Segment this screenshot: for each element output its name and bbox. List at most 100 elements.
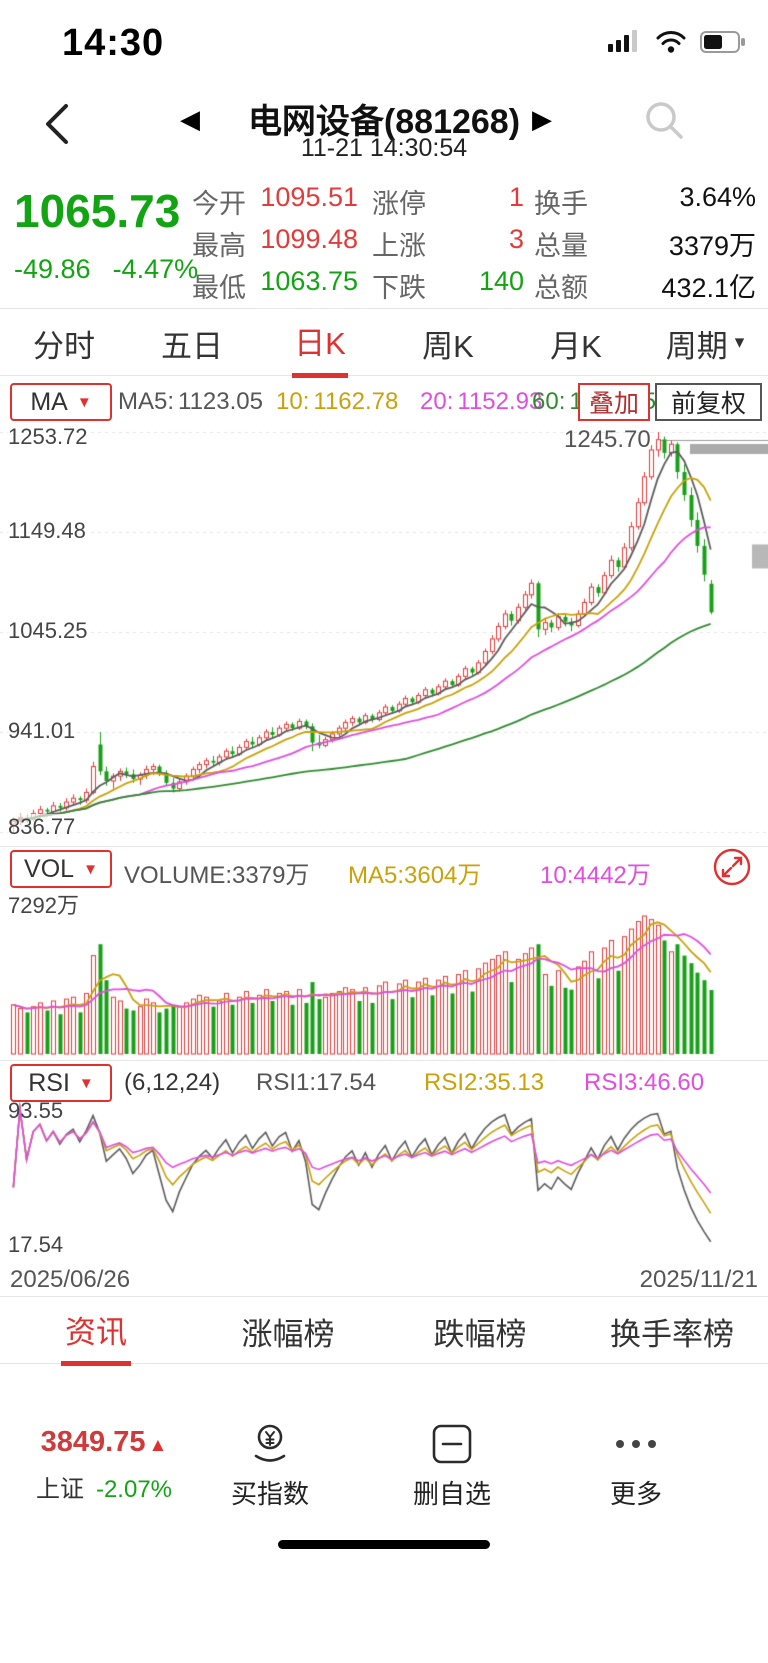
- rsi-chart-canvas[interactable]: [0, 1096, 768, 1262]
- low-value: 1063.75: [260, 266, 358, 296]
- tab-monthly-k[interactable]: 月K: [550, 328, 602, 364]
- index-name: 上证: [35, 1476, 84, 1503]
- total-amount-label: 总额: [534, 273, 588, 303]
- rsi2-readout: RSI2:35.13: [424, 1069, 545, 1096]
- signal-icon: [608, 30, 642, 59]
- remove-watchlist-button[interactable]: 删自选: [372, 1418, 532, 1511]
- dropdown-triangle-icon: ▼: [78, 1074, 94, 1092]
- search-icon[interactable]: [642, 98, 686, 142]
- header: ◀ 电网设备(881268) 11-21 14:30:54 ▶: [0, 90, 768, 168]
- ma-indicator-row: MA ▼ MA5: 1123.05 10: 1162.78 20: 1152.93 60…: [0, 380, 768, 422]
- volume-indicator-row: VOL ▼ VOLUME:3379万 MA5:3604万 10:4442万: [0, 846, 768, 889]
- status-time: 14:30: [62, 22, 165, 64]
- tab-daily-k[interactable]: 日K: [256, 309, 384, 378]
- period-tab-bar: 分时 五日 日K 周K 月K 周期 ▾: [0, 309, 768, 378]
- tab-news[interactable]: 资讯: [0, 1297, 192, 1366]
- total-volume-label: 总量: [534, 231, 588, 261]
- status-bar: 14:30: [0, 0, 768, 90]
- up-triangle-icon: ▲: [148, 1435, 168, 1456]
- price-axis-label: 836.77: [8, 814, 76, 840]
- limit-up-label: 涨停: [372, 189, 426, 219]
- total-volume-value: 3379万: [668, 231, 756, 261]
- rsi-chart: 93.55 17.54: [0, 1096, 768, 1262]
- more-label: 更多: [609, 1479, 662, 1509]
- ma-selector-dropdown[interactable]: MA ▼: [10, 383, 112, 421]
- expand-chart-icon[interactable]: [712, 847, 752, 887]
- buy-index-label: 买指数: [230, 1479, 309, 1509]
- prior-high-annotation: 1245.70: [564, 426, 651, 453]
- wifi-icon: [655, 30, 687, 59]
- current-price: 1065.73: [14, 185, 181, 237]
- falling-count: 140: [478, 266, 524, 296]
- next-stock-icon[interactable]: ▶: [532, 104, 552, 134]
- turnover-value: 3.64%: [679, 182, 756, 212]
- limit-up-count: 1: [508, 182, 524, 212]
- coin-hand-icon: [190, 1418, 350, 1470]
- price-axis-label: 1149.48: [8, 518, 86, 544]
- rsi-selector-dropdown[interactable]: RSI ▼: [10, 1064, 112, 1102]
- more-button[interactable]: 更多: [556, 1418, 716, 1511]
- vol-selector-dropdown[interactable]: VOL ▼: [10, 850, 112, 888]
- price-change: -49.86 -4.47%: [14, 254, 198, 285]
- volume-chart: 7292万: [0, 886, 768, 1060]
- price-axis-label: 941.01: [8, 718, 76, 744]
- buy-index-button[interactable]: 买指数: [190, 1418, 350, 1511]
- open-label: 今开: [192, 189, 246, 219]
- prev-stock-icon[interactable]: ◀: [180, 104, 200, 134]
- turnover-label: 换手: [534, 189, 588, 219]
- tab-gainers[interactable]: 涨幅榜: [241, 1317, 335, 1352]
- date-range-row: 2025/06/26 2025/11/21: [0, 1262, 768, 1296]
- kline-chart: 1253.72 1149.48 1045.25 941.01 836.77 12…: [0, 422, 768, 842]
- low-label: 最低: [192, 273, 246, 303]
- kline-chart-canvas[interactable]: [0, 422, 768, 842]
- high-label: 最高: [192, 231, 246, 261]
- tab-period-more[interactable]: 周期 ▾: [665, 328, 745, 364]
- back-button[interactable]: [44, 102, 70, 146]
- rsi-axis-max: 93.55: [8, 1098, 64, 1123]
- rsi1-readout: RSI1:17.54: [256, 1069, 377, 1096]
- forward-adjust-button[interactable]: 前复权: [654, 383, 762, 421]
- volume-readout: VOLUME:3379万: [124, 862, 310, 889]
- battery-icon: [700, 31, 746, 58]
- tab-losers[interactable]: 跌幅榜: [433, 1317, 527, 1352]
- quote-panel: 1065.73 -49.86 -4.47% 今开 1095.51 最高 1099.…: [0, 168, 768, 309]
- ma10-readout: 10: 1162.78: [276, 388, 399, 415]
- page-title: 电网设备(881268): [247, 103, 521, 141]
- home-indicator[interactable]: [278, 1540, 490, 1549]
- change-value: -49.86: [14, 254, 91, 284]
- remove-watchlist-label: 删自选: [412, 1479, 491, 1509]
- index-quote-button[interactable]: 3849.75 ▲ 上证 -2.07%: [6, 1426, 202, 1504]
- price-axis-label: 1253.72: [8, 424, 88, 450]
- chevron-down-icon: ▾: [734, 331, 745, 353]
- volume-ma10-readout: 10:4442万: [540, 862, 651, 889]
- open-value: 1095.51: [260, 182, 358, 212]
- chart-start-date: 2025/06/26: [10, 1266, 131, 1293]
- change-percent: -4.47%: [112, 254, 199, 284]
- ellipsis-icon: [556, 1418, 716, 1470]
- tab-fenshi[interactable]: 分时: [33, 328, 95, 364]
- volume-ma5-readout: MA5:3604万: [348, 862, 482, 889]
- volume-chart-canvas[interactable]: [0, 886, 768, 1060]
- rsi-indicator-row: RSI ▼ (6,12,24) RSI1:17.54 RSI2:35.13 RSI…: [0, 1060, 768, 1102]
- bottom-action-bar: 3849.75 ▲ 上证 -2.07% 买指数 删自选 更多: [0, 1408, 768, 1528]
- tab-turnover-rank[interactable]: 换手率榜: [610, 1317, 734, 1352]
- tab-wuri[interactable]: 五日: [161, 328, 223, 364]
- dropdown-triangle-icon: ▼: [76, 393, 92, 411]
- ma5-readout: MA5: 1123.05: [118, 388, 263, 415]
- index-value: 3849.75: [40, 1426, 146, 1458]
- index-change: -2.07%: [95, 1476, 173, 1503]
- minus-square-icon: [372, 1418, 532, 1470]
- overlay-button[interactable]: 叠加: [578, 383, 650, 421]
- tab-weekly-k[interactable]: 周K: [422, 328, 474, 364]
- chart-end-date: 2025/11/21: [639, 1266, 758, 1293]
- ma20-readout: 20: 1152.93: [420, 388, 543, 415]
- volume-axis-label: 7292万: [8, 893, 79, 918]
- quote-timestamp: 11-21 14:30:54: [300, 134, 468, 162]
- rsi-params: (6,12,24): [124, 1069, 221, 1096]
- high-value: 1099.48: [260, 224, 358, 254]
- rsi-axis-min: 17.54: [8, 1232, 64, 1257]
- dropdown-triangle-icon: ▼: [83, 860, 98, 878]
- rsi3-readout: RSI3:46.60: [584, 1069, 705, 1096]
- content-tab-bar: 资讯 涨幅榜 跌幅榜 换手率榜: [0, 1296, 768, 1366]
